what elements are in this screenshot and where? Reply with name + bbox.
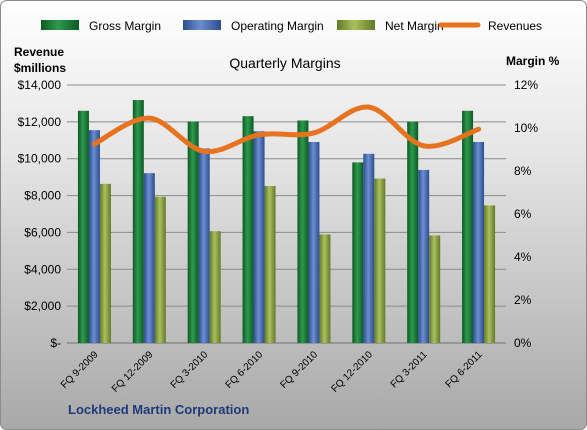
revenues-point <box>146 115 152 121</box>
y-right-label: Margin % <box>506 54 560 68</box>
bar-operating-margin <box>308 141 320 343</box>
revenues-point <box>311 130 317 136</box>
bar-gross-margin <box>242 116 254 343</box>
y-right-tick-label: 8% <box>514 164 532 178</box>
revenues-point <box>476 126 482 132</box>
bar-gross-margin <box>297 120 309 343</box>
legend-swatch-net-margin <box>337 20 375 30</box>
bar-operating-margin <box>88 130 100 343</box>
bar-net-margin <box>154 196 166 343</box>
bar-net-margin <box>264 186 276 343</box>
bar-gross-margin <box>407 121 419 343</box>
y-right-tick-label: 4% <box>514 250 532 264</box>
bar-net-margin <box>374 178 386 343</box>
bar-net-margin <box>429 235 441 343</box>
revenues-point <box>201 148 207 154</box>
revenues-point <box>256 132 262 138</box>
bar-operating-margin <box>143 173 155 343</box>
y-right-tick-label: 6% <box>514 207 532 221</box>
bar-gross-margin <box>352 162 364 343</box>
legend-swatch-operating-margin <box>183 20 221 30</box>
bar-net-margin <box>319 234 331 343</box>
bar-gross-margin <box>462 110 474 343</box>
y-right-tick-label: 0% <box>514 336 532 350</box>
company-name: Lockheed Martin Corporation <box>68 402 249 417</box>
plot-area: $- $2,000 $4,000 $6,000 $8,000 $10,000 $12,000… <box>18 78 539 395</box>
y-left-tick-label: $2,000 <box>24 299 61 313</box>
legend-swatch-gross-margin <box>41 20 79 30</box>
y-left-tick-label: $4,000 <box>24 262 61 276</box>
bar-operating-margin <box>418 169 430 343</box>
bar-operating-margin <box>473 141 485 343</box>
legend-label-revenues: Revenues <box>488 19 542 33</box>
y-left-tick-label: $- <box>50 336 61 350</box>
bar-net-margin <box>484 205 496 343</box>
y-right-tick-label: 10% <box>514 121 538 135</box>
legend-label-net-margin: Net Margin <box>385 19 444 33</box>
y-right-tick-label: 2% <box>514 293 532 307</box>
chart-title: Quarterly Margins <box>229 55 340 71</box>
bar-operating-margin <box>253 131 265 343</box>
bar-gross-margin <box>77 110 89 343</box>
y-left-label-line1: Revenue <box>14 45 64 59</box>
legend-label-operating-margin: Operating Margin <box>231 19 324 33</box>
legend: Gross Margin Operating Margin Net Margin… <box>41 19 542 33</box>
bar-net-margin <box>99 183 111 343</box>
bar-operating-margin <box>198 148 210 343</box>
bar-operating-margin <box>363 153 375 343</box>
bar-gross-margin <box>132 100 144 343</box>
legend-label-gross-margin: Gross Margin <box>89 19 161 33</box>
y-left-tick-label: $10,000 <box>18 152 62 166</box>
bar-net-margin <box>209 231 221 343</box>
bar-gross-margin <box>187 121 199 343</box>
y-left-tick-label: $6,000 <box>24 225 61 239</box>
y-left-tick-label: $8,000 <box>24 189 61 203</box>
y-left-tick-label: $14,000 <box>18 78 62 92</box>
y-right-tick-label: 12% <box>514 78 538 92</box>
revenues-point <box>366 104 372 110</box>
revenues-point <box>91 141 97 147</box>
y-left-tick-label: $12,000 <box>18 115 62 129</box>
y-left-label-line2: $millions <box>14 61 66 75</box>
revenues-point <box>421 143 427 149</box>
